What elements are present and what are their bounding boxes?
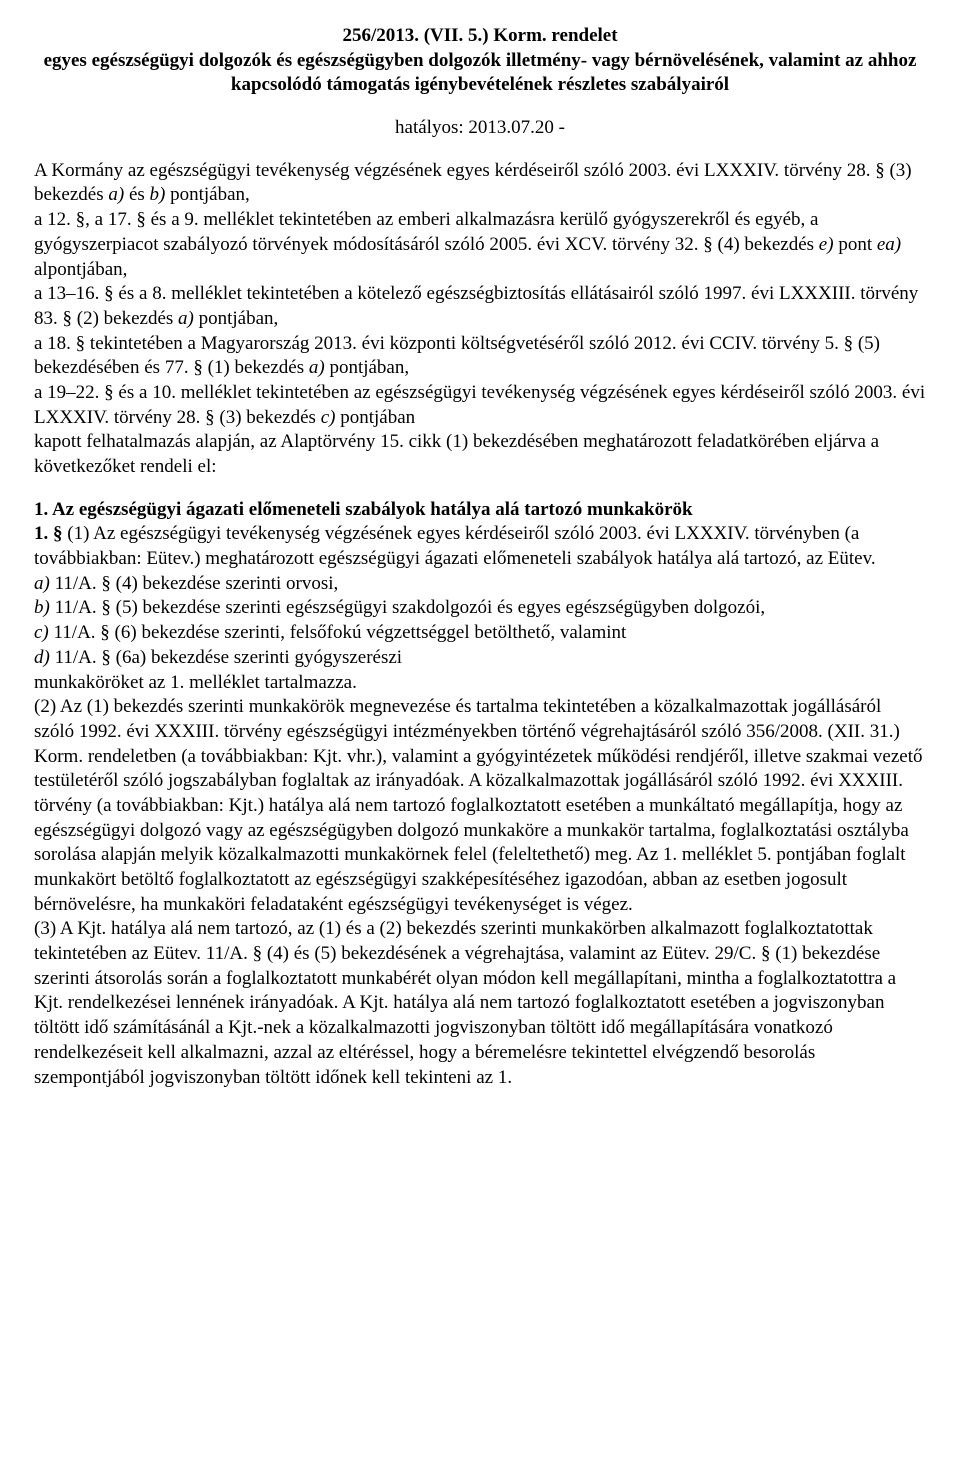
section-1-item-b: b) 11/A. § (5) bekezdése szerinti egészs… [34,596,926,621]
item-b: b) [150,184,171,205]
text: pontjában, [199,308,279,329]
text: pontjában [340,407,415,428]
section-1-p1-end: munkaköröket az 1. melléklet tartalmazza… [34,671,926,696]
item-ea: ea) [877,234,901,255]
item-label: b) [34,597,55,618]
text: és [129,184,150,205]
item-label: d) [34,647,55,668]
text: a 13–16. § és a 8. melléklet tekintetébe… [34,283,918,329]
text: alpontjában, [34,259,127,280]
item-a: a) [108,184,129,205]
para-lead: 1. § [34,523,67,544]
text: 11/A. § (6a) bekezdése szerinti gyógysze… [55,647,403,668]
item-label: a) [34,573,55,594]
text: a 19–22. § és a 10. melléklet tekintetéb… [34,382,925,428]
text: 11/A. § (4) bekezdése szerinti orvosi, [55,573,339,594]
item-label: c) [34,622,54,643]
item-a: a) [178,308,199,329]
section-1-item-a: a) 11/A. § (4) bekezdése szerinti orvosi… [34,572,926,597]
text: pontjában, [170,184,250,205]
document: 256/2013. (VII. 5.) Korm. rendelet egyes… [34,24,926,1090]
text: a 18. § tekintetében a Magyarország 2013… [34,333,880,379]
title-line-1: 256/2013. (VII. 5.) Korm. rendelet [34,24,926,49]
preamble-p5: a 19–22. § és a 10. melléklet tekintetéb… [34,381,926,430]
text: pont [838,234,877,255]
preamble-p3: a 13–16. § és a 8. melléklet tekintetébe… [34,282,926,331]
text: a 12. §, a 17. § és a 9. melléklet tekin… [34,209,819,255]
title-line-2: egyes egészségügyi dolgozók és egészségü… [34,49,926,98]
text: (1) Az egészségügyi tevékenység végzésén… [34,523,876,569]
section-1-heading: 1. Az egészségügyi ágazati előmeneteli s… [34,498,926,523]
section-1-p2: (2) Az (1) bekezdés szerinti munkakörök … [34,695,926,917]
section-1-p1: 1. § (1) Az egészségügyi tevékenység vég… [34,522,926,571]
preamble-p4: a 18. § tekintetében a Magyarország 2013… [34,332,926,381]
item-c: c) [321,407,341,428]
item-a: a) [309,357,330,378]
item-e: e) [819,234,839,255]
preamble-p6: kapott felhatalmazás alapján, az Alaptör… [34,430,926,479]
section-1-item-d: d) 11/A. § (6a) bekezdése szerinti gyógy… [34,646,926,671]
text: 11/A. § (6) bekezdése szerinti, felsőfok… [54,622,627,643]
section-1-p3: (3) A Kjt. hatálya alá nem tartozó, az (… [34,917,926,1090]
effective-date: hatályos: 2013.07.20 - [34,116,926,141]
preamble-p2: a 12. §, a 17. § és a 9. melléklet tekin… [34,208,926,282]
preamble-p1: A Kormány az egészségügyi tevékenység vé… [34,159,926,208]
text: pontjában, [329,357,409,378]
text: 11/A. § (5) bekezdése szerinti egészségü… [55,597,766,618]
section-1-item-c: c) 11/A. § (6) bekezdése szerinti, felső… [34,621,926,646]
